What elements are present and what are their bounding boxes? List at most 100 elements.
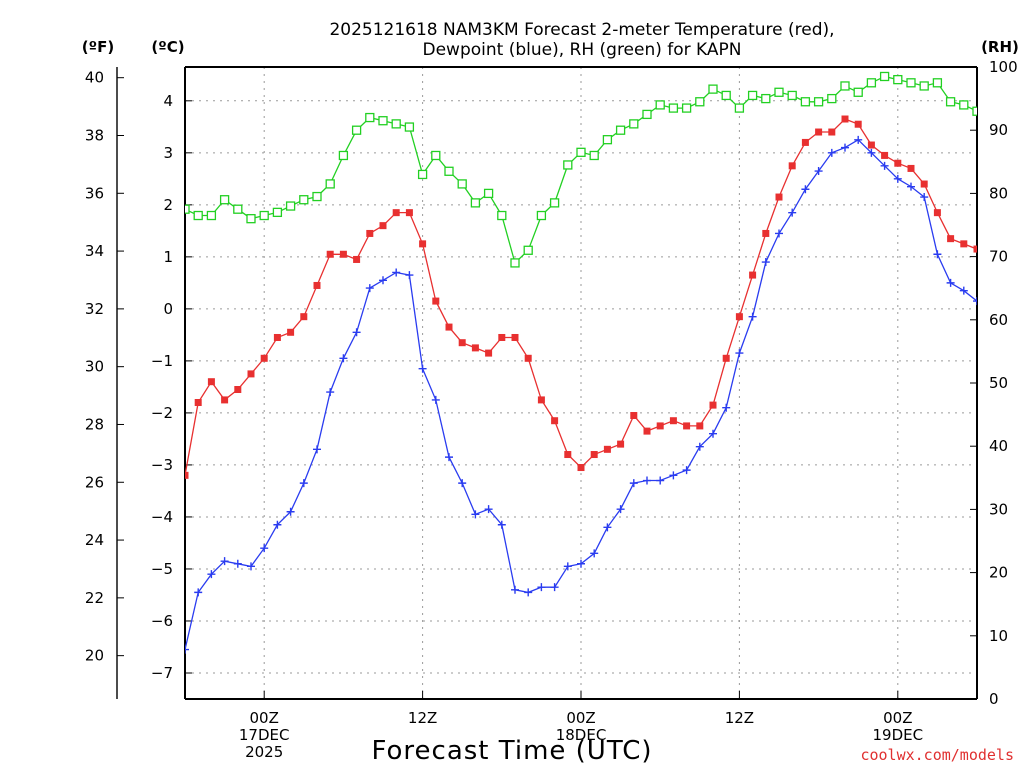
rh-point (932, 78, 943, 88)
x-tick-label: 12Z (408, 709, 437, 727)
rh-point (523, 245, 533, 255)
rh-point (431, 150, 441, 161)
rh-point (602, 135, 613, 145)
dewpoint-point (352, 328, 361, 337)
temperature-point (656, 422, 664, 430)
dewpoint-point (233, 559, 242, 568)
dewpoint-point (563, 562, 572, 571)
dewpoint-point (286, 507, 295, 516)
dewpoint-point (656, 476, 665, 485)
rh-tick-label: 60 (989, 311, 1008, 329)
temperature-point (828, 128, 836, 136)
rh-point (351, 125, 362, 135)
rh-point (338, 150, 349, 161)
temperature-point (683, 422, 691, 430)
rh-point (774, 87, 784, 97)
rh-tick-label: 0 (989, 690, 999, 708)
temperature-point (867, 141, 875, 149)
temperature-point (260, 354, 268, 362)
rh-point (510, 258, 520, 268)
temperature-point (801, 138, 809, 146)
celsius-tick-label: 3 (163, 144, 173, 162)
rh-point (233, 204, 243, 214)
dewpoint-point (299, 479, 308, 488)
temperature-point (894, 159, 902, 167)
fahrenheit-tick-label: 34 (85, 242, 104, 260)
rh-point (185, 204, 190, 214)
rh-tick-label: 80 (989, 184, 1008, 202)
rh-point (615, 125, 626, 135)
rh-point (800, 97, 811, 107)
dewpoint-point (695, 442, 704, 451)
rh-point (681, 103, 692, 113)
dewpoint-point (946, 278, 955, 287)
temperature-point (749, 271, 757, 279)
dewpoint-point (260, 544, 269, 553)
rh-point (325, 179, 335, 189)
dewpoint-point (220, 557, 229, 566)
dewpoint-line (185, 138, 977, 650)
dewpoint-point (841, 143, 849, 152)
celsius-tick-label: −4 (151, 508, 173, 526)
temperature-point (392, 209, 400, 217)
rh-point (549, 198, 560, 208)
dewpoint-point (959, 286, 968, 295)
temperature-point (498, 333, 506, 341)
rh-point (629, 119, 639, 129)
dewpoint-point (524, 588, 533, 597)
fahrenheit-tick-label: 22 (85, 589, 104, 607)
rh-point (576, 147, 586, 157)
celsius-axis-unit: (ºC) (151, 38, 184, 56)
x-axis-label: Forecast Time (UTC) (371, 736, 652, 766)
rh-point (378, 116, 388, 126)
dewpoint-point (511, 585, 519, 594)
dewpoint-point (709, 429, 717, 438)
rh-point (655, 100, 665, 110)
dewpoint-point (827, 148, 836, 157)
x-tick-label: 00Z (566, 709, 595, 727)
dewpoint-point (735, 349, 744, 358)
rh-point (813, 97, 824, 107)
rh-point (787, 90, 797, 101)
dewpoint-point (933, 250, 942, 259)
celsius-tick-label: 0 (163, 300, 173, 318)
temperature-point (933, 209, 941, 217)
dewpoint-point (801, 185, 810, 194)
dewpoint-point (431, 395, 440, 404)
rh-point (497, 210, 507, 221)
temperature-point (603, 445, 611, 453)
rh-point (444, 166, 454, 176)
temperature-point (643, 427, 651, 435)
temperature-point (577, 464, 585, 472)
temperature-point (537, 396, 545, 404)
celsius-tick-label: −7 (151, 664, 173, 682)
fahrenheit-tick-label: 28 (85, 415, 104, 433)
temperature-point (287, 328, 295, 336)
temperature-point (775, 193, 783, 201)
x-tick-label: 19DEC (873, 726, 924, 744)
dewpoint-point (497, 520, 506, 529)
dewpoint-point (577, 559, 585, 568)
rh-point (206, 210, 217, 221)
dewpoint-point (616, 505, 625, 514)
rh-point (563, 160, 573, 170)
dewpoint-point (537, 583, 546, 592)
temperature-point (207, 378, 215, 386)
dewpoint-point (392, 268, 401, 277)
temperature-point (366, 229, 374, 237)
fahrenheit-tick-label: 30 (85, 358, 104, 376)
temperature-point (353, 255, 361, 263)
rh-point (272, 207, 283, 218)
temperature-point (313, 281, 321, 289)
rh-point (721, 90, 731, 101)
rh-tick-label: 10 (989, 627, 1008, 645)
temperature-point (881, 151, 889, 159)
rh-point (747, 90, 758, 101)
dewpoint-point (484, 505, 493, 514)
temperature-point (709, 401, 717, 409)
dewpoint-point (907, 182, 915, 191)
dewpoint-point (590, 549, 599, 558)
temperature-point (471, 344, 479, 352)
celsius-tick-label: −5 (151, 560, 173, 578)
temperature-point (854, 120, 862, 128)
